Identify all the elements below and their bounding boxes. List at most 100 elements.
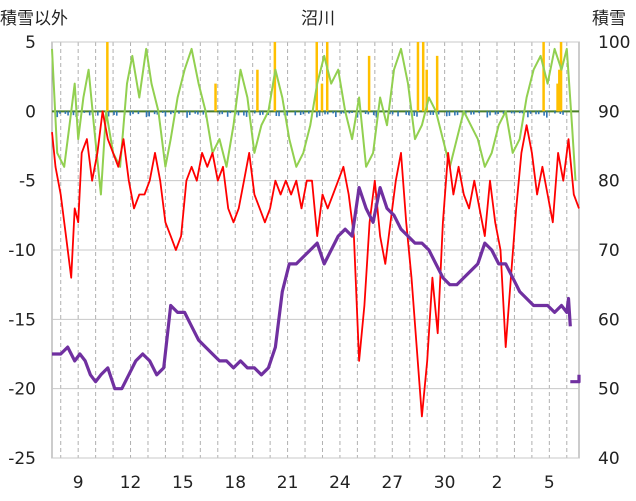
- negative-bar: [221, 111, 224, 115]
- x-tick-label: 9: [73, 473, 84, 493]
- y-right-tick-label: 90: [598, 102, 620, 122]
- negative-bar: [343, 111, 345, 114]
- negative-bar: [335, 111, 337, 118]
- negative-bar: [486, 111, 489, 118]
- precip-bar: [320, 83, 324, 112]
- negative-bar: [172, 111, 175, 114]
- precip-bar: [556, 83, 559, 112]
- negative-bar: [115, 111, 118, 116]
- negative-bar: [316, 111, 318, 118]
- negative-bar: [356, 111, 359, 118]
- negative-bar: [454, 111, 456, 116]
- negative-bar: [456, 111, 459, 116]
- negative-bar: [408, 111, 410, 116]
- y-left-tick-label: -10: [8, 241, 36, 261]
- precip-bar: [559, 42, 563, 112]
- precip-bar: [421, 42, 425, 112]
- y-left-tick-label: -15: [8, 310, 36, 330]
- precip-bar: [558, 69, 561, 112]
- negative-bar: [237, 111, 240, 116]
- negative-bar: [389, 111, 391, 115]
- negative-bar: [188, 111, 191, 116]
- x-tick-label: 2: [492, 473, 503, 493]
- negative-bar: [497, 111, 499, 115]
- negative-bar: [307, 111, 310, 114]
- negative-bar: [397, 111, 399, 117]
- negative-bar: [432, 111, 435, 115]
- y-right-tick-label: 80: [598, 172, 620, 192]
- negative-bar: [64, 111, 67, 114]
- negative-bar: [332, 111, 334, 114]
- chart-title: 沼川: [301, 9, 335, 29]
- negative-bar: [299, 111, 302, 115]
- negative-bar: [521, 111, 524, 114]
- negative-bar: [391, 111, 394, 115]
- y-left-tick-label: 5: [25, 33, 36, 53]
- negative-bar: [562, 111, 564, 115]
- negative-bar: [294, 111, 297, 116]
- x-tick-label: 5: [544, 473, 555, 493]
- negative-bar: [429, 111, 432, 115]
- negative-bar: [372, 111, 375, 116]
- y-right-tick-label: 40: [598, 449, 620, 469]
- y-right-tick-label: 60: [598, 310, 620, 330]
- precip-bar: [256, 69, 259, 112]
- x-tick-label: 12: [120, 473, 142, 493]
- series-lines: [51, 47, 581, 418]
- y-left-title: 積雪以外: [0, 9, 68, 29]
- negative-bar: [245, 111, 248, 117]
- negative-bar: [364, 111, 367, 115]
- negative-bar: [97, 111, 99, 116]
- negative-bar: [513, 111, 516, 114]
- negative-bar: [375, 111, 378, 118]
- negative-bar: [527, 111, 529, 118]
- y-left-tick-label: -25: [8, 449, 36, 469]
- y-right-tick-label: 70: [598, 241, 620, 261]
- negative-bar: [107, 111, 110, 117]
- negative-bar: [340, 111, 343, 114]
- negative-bar: [543, 111, 545, 116]
- negative-bar: [243, 111, 245, 116]
- negative-bar: [156, 111, 159, 115]
- negative-bar: [494, 111, 497, 115]
- negative-bar: [83, 111, 86, 113]
- y-right-tick-label: 50: [598, 380, 620, 400]
- negative-bar: [445, 111, 448, 117]
- negative-bar: [113, 111, 115, 115]
- precip-bar: [315, 42, 318, 112]
- negative-bar: [302, 111, 305, 115]
- x-tick-label: 21: [277, 473, 299, 493]
- negative-bar: [178, 111, 180, 114]
- negative-bar: [278, 111, 280, 117]
- negative-bar: [56, 111, 59, 118]
- negative-bar: [478, 111, 480, 114]
- negative-bar: [186, 111, 188, 118]
- negative-bar: [129, 111, 132, 116]
- negative-bar: [405, 111, 407, 115]
- negative-bar: [72, 111, 75, 116]
- negative-bar: [559, 111, 562, 114]
- series-line-red: [51, 110, 580, 418]
- precip-bar: [367, 55, 371, 112]
- negative-bar: [502, 111, 505, 114]
- negative-bar: [275, 111, 278, 116]
- precip-bar: [425, 69, 428, 112]
- negative-bar: [554, 111, 556, 114]
- precip-bar: [214, 83, 217, 112]
- negative-bar: [229, 111, 232, 114]
- y-right-tick-label: 100: [598, 33, 630, 53]
- negative-bar: [194, 111, 196, 114]
- negative-bar: [529, 111, 532, 114]
- y-left-tick-label: -5: [19, 172, 36, 192]
- y-left-tick-label: -20: [8, 380, 36, 400]
- negative-bar: [67, 111, 69, 116]
- negative-bar: [537, 111, 540, 115]
- negative-bar: [197, 111, 199, 115]
- negative-bar: [286, 111, 288, 116]
- negative-bar: [470, 111, 472, 115]
- negative-bar: [437, 111, 440, 115]
- negative-bar: [218, 111, 221, 115]
- negative-bar: [132, 111, 134, 115]
